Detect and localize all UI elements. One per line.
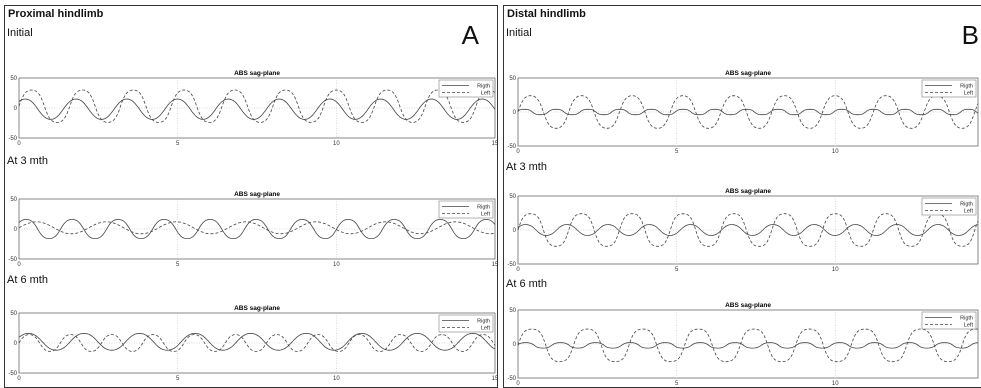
time-label-initial: Initial: [7, 27, 33, 39]
x-tick-label: 5: [675, 267, 679, 273]
series-line-left: [18, 221, 496, 235]
series-line-left: [517, 95, 979, 129]
y-tick-label: 50: [509, 194, 516, 200]
x-tick-label: 5: [176, 262, 180, 268]
x-tick-label: 10: [832, 267, 839, 273]
panel-proximal-hindlimb: Proximal hindlimb A Initial ABS sag-plan…: [4, 5, 499, 388]
y-tick-label: 50: [10, 311, 17, 317]
series-line-left: [18, 334, 496, 352]
x-tick-label: 0: [516, 267, 520, 273]
legend-label: Rigth: [960, 202, 973, 208]
panel-title: Distal hindlimb: [507, 8, 586, 20]
y-tick-label: 0: [14, 106, 18, 112]
series-line-left: [517, 213, 979, 247]
y-tick-label: 50: [10, 76, 17, 82]
legend-label: Left: [964, 323, 974, 329]
x-tick-label: 10: [832, 149, 839, 155]
y-tick-label: -50: [8, 136, 17, 142]
x-tick-label: 10: [333, 376, 340, 382]
x-tick-label: 15: [492, 141, 499, 147]
series-line-rigth: [18, 219, 496, 240]
y-tick-label: -50: [8, 371, 17, 377]
x-tick-label: 10: [333, 141, 340, 147]
y-tick-label: 0: [14, 227, 18, 233]
y-tick-label: 0: [513, 110, 517, 116]
time-label-initial: Initial: [506, 27, 532, 39]
y-tick-label: -50: [507, 144, 516, 150]
legend-label: Rigth: [477, 205, 490, 211]
chart-title: ABS sag-plane: [725, 70, 771, 77]
x-tick-label: 15: [492, 376, 499, 382]
y-tick-label: -50: [507, 262, 516, 268]
chart-title: ABS sag-plane: [234, 305, 280, 312]
series-line-rigth: [18, 98, 496, 120]
series-line-rigth: [517, 108, 979, 116]
panel-letter: A: [461, 20, 479, 50]
series-line-left: [18, 89, 496, 123]
y-tick-label: 0: [513, 342, 517, 348]
x-tick-label: 0: [516, 149, 520, 155]
time-label-6mth: At 6 mth: [7, 274, 48, 286]
x-tick-label: 10: [333, 262, 340, 268]
x-tick-label: 5: [675, 149, 679, 155]
panel-letter: B: [961, 20, 979, 50]
x-tick-label: 0: [516, 381, 520, 387]
x-tick-label: 5: [675, 381, 679, 387]
series-line-left: [517, 328, 979, 363]
x-tick-label: 10: [832, 381, 839, 387]
y-tick-label: 50: [509, 76, 516, 82]
time-label-3mth: At 3 mth: [7, 155, 48, 167]
chart-title: ABS sag-plane: [725, 188, 771, 195]
x-tick-label: 0: [17, 262, 21, 268]
x-tick-label: 5: [176, 376, 180, 382]
legend-label: Left: [964, 209, 974, 215]
legend-label: Rigth: [960, 84, 973, 90]
y-tick-label: 0: [513, 228, 517, 234]
x-tick-label: 0: [17, 376, 21, 382]
series-line-rigth: [18, 332, 496, 351]
y-tick-label: 50: [10, 197, 17, 203]
legend-label: Left: [964, 91, 974, 97]
legend-label: Left: [481, 91, 491, 97]
panel-distal-hindlimb: Distal hindlimb B Initial ABS sag-plane 0…: [503, 5, 981, 388]
x-tick-label: 5: [176, 141, 180, 147]
y-tick-label: -50: [507, 376, 516, 382]
x-tick-label: 15: [492, 262, 499, 268]
time-label-6mth: At 6 mth: [506, 278, 547, 290]
time-label-3mth: At 3 mth: [506, 161, 547, 173]
panel-title: Proximal hindlimb: [8, 8, 104, 20]
chart-title: ABS sag-plane: [725, 302, 771, 309]
series-line-rigth: [517, 342, 979, 349]
y-tick-label: -50: [8, 257, 17, 263]
legend-label: Rigth: [960, 316, 973, 322]
y-tick-label: 0: [14, 341, 18, 347]
legend-label: Left: [481, 326, 491, 332]
chart-title: ABS sag-plane: [234, 191, 280, 198]
chart-title: ABS sag-plane: [234, 70, 280, 77]
legend-label: Left: [481, 212, 491, 218]
y-tick-label: 50: [509, 308, 516, 314]
legend-label: Rigth: [477, 84, 490, 90]
x-tick-label: 0: [17, 141, 21, 147]
legend-label: Rigth: [477, 319, 490, 325]
